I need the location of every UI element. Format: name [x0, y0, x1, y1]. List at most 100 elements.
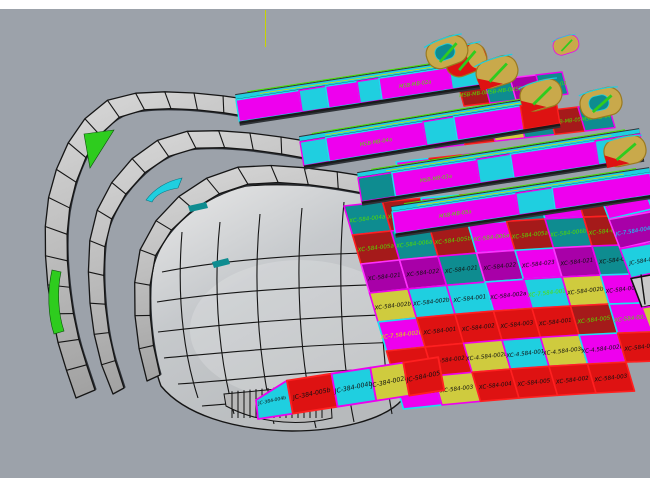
plate-label: XC-584-005a [510, 230, 548, 241]
deck-highlight-line [259, 63, 454, 94]
plate-label: XC-584-003 [499, 320, 534, 330]
shell-plate[interactable] [586, 361, 636, 394]
deck-end-cap[interactable] [473, 52, 522, 92]
plate-label: XC-584-002b [412, 297, 450, 308]
deck-highlight-line [325, 101, 531, 136]
deck-highlight-line [311, 95, 543, 134]
plate-label: XC-584-005b [433, 236, 471, 247]
shell-plate[interactable] [619, 241, 650, 279]
cap-streak [438, 42, 458, 63]
band-frame-line [107, 100, 120, 118]
surface-highlight [190, 260, 410, 400]
plate-label: XC-584-004a [348, 214, 386, 225]
deck-end-cap[interactable] [517, 76, 565, 114]
shell-plate[interactable] [608, 211, 650, 250]
bilge-plate[interactable] [402, 356, 446, 397]
plate-label: XC-584-001 [422, 327, 457, 337]
shell-plate[interactable] [630, 271, 650, 309]
plate-seam-line [640, 274, 646, 305]
plate-label: XC-584-002b [373, 301, 411, 312]
teal-sliver[interactable] [212, 258, 230, 268]
hull-band[interactable] [134, 164, 371, 382]
deck-plate[interactable] [298, 85, 330, 113]
plate-label: MSB-MB-05a [439, 209, 472, 220]
hull-band[interactable] [44, 91, 253, 399]
plate-label: XC-584-022 [405, 269, 440, 279]
shell-plate[interactable] [608, 301, 650, 334]
cap-inner [588, 94, 610, 112]
band-frame-line [45, 255, 68, 262]
band-frame-line [96, 209, 113, 220]
plate-label: MSB-MB-05 [551, 117, 582, 127]
cap-streak [615, 142, 637, 161]
plate-label: MSB-MB-02 [485, 87, 515, 97]
band-frame-line [155, 220, 172, 231]
band-frame-line [111, 182, 127, 195]
band-frame-line [66, 364, 87, 371]
band-frame-line [139, 249, 156, 257]
band-frame-line [89, 240, 106, 248]
plate-label: XC-584-006a [395, 239, 433, 250]
band-frame-line [138, 344, 154, 350]
deck-plate[interactable] [299, 137, 331, 167]
band-frame-line [193, 92, 198, 110]
deck-bottom-shadow [239, 84, 482, 124]
deck-band-group: MSB-MB-02a MSB-MB-04a MSB-MB-03a MSB-MB-05a [235, 57, 650, 238]
bilge-plate-row: JC-384-004b JC-384-005b JC-384-004bJC-384-… [255, 356, 446, 420]
band-frame-line [131, 158, 146, 174]
deck-end-cap[interactable] [422, 32, 471, 73]
green-panel[interactable] [83, 129, 115, 169]
plate-label: XC-584-021 [559, 258, 594, 268]
band-frame-line [45, 225, 68, 235]
band-frame-line [135, 92, 145, 111]
green-panel[interactable] [48, 269, 65, 335]
band-frame-line [57, 338, 79, 343]
cap-wedge [604, 155, 630, 169]
plate-label: MSB-MB-04a [359, 137, 392, 148]
cap-top-line [423, 33, 462, 49]
deck-plate[interactable] [551, 172, 650, 211]
plate-label: XC-584-002 [623, 343, 650, 353]
band-frame-line [186, 131, 197, 149]
cap-top-line [602, 134, 643, 144]
cap-streak [458, 50, 477, 72]
plate-label: XC-584-005 [516, 378, 551, 388]
deck-highlight-line [403, 168, 637, 205]
deck-end-cap[interactable] [577, 85, 624, 122]
plate-label: XC-4.584-001 [505, 349, 545, 360]
deck-end-cap[interactable] [551, 33, 581, 58]
plate-label: XC-584-002a [489, 291, 527, 302]
band-frame-line [88, 271, 104, 276]
plate-label: XC-584-001 [538, 318, 573, 328]
deck-highlight-line [417, 173, 624, 206]
plate-label: XC-4.584-003b [542, 346, 586, 357]
deck-bottom-shadow [361, 157, 645, 204]
plate-label: XC-4.584-002b [465, 352, 509, 363]
plate-label: XC-584-003 [593, 374, 628, 384]
deck-plate[interactable] [356, 77, 383, 104]
plate-label: XC-584-001 [452, 294, 487, 304]
cyan-sliver[interactable] [145, 177, 183, 203]
plate-label: XC-584-002 [461, 323, 496, 333]
band-frame-line [218, 130, 226, 148]
shell-plate[interactable] [641, 300, 650, 337]
surface-mesh-line [163, 341, 413, 359]
cap-top-line [551, 33, 576, 43]
plate-label: XC-584-005a [356, 243, 394, 254]
deck-end-cap[interactable] [602, 133, 649, 169]
plate-label: XC-584-022 [482, 262, 517, 272]
plate-label: MSB-MB-02a [399, 79, 432, 90]
shell-plate[interactable] [616, 331, 650, 363]
deck-bottom-shadow [395, 195, 650, 236]
surface-mesh-line [179, 231, 199, 399]
cap-inner [434, 43, 456, 62]
plate-label: XC-584-002b [566, 286, 604, 297]
cap-top-line [578, 86, 618, 97]
teal-sliver[interactable] [188, 202, 208, 212]
band-frame-line [249, 132, 254, 151]
cap-top-line [473, 53, 513, 68]
plate-label: XC-584-005a [587, 227, 625, 238]
plate-label: XC-584-003b [604, 285, 642, 296]
